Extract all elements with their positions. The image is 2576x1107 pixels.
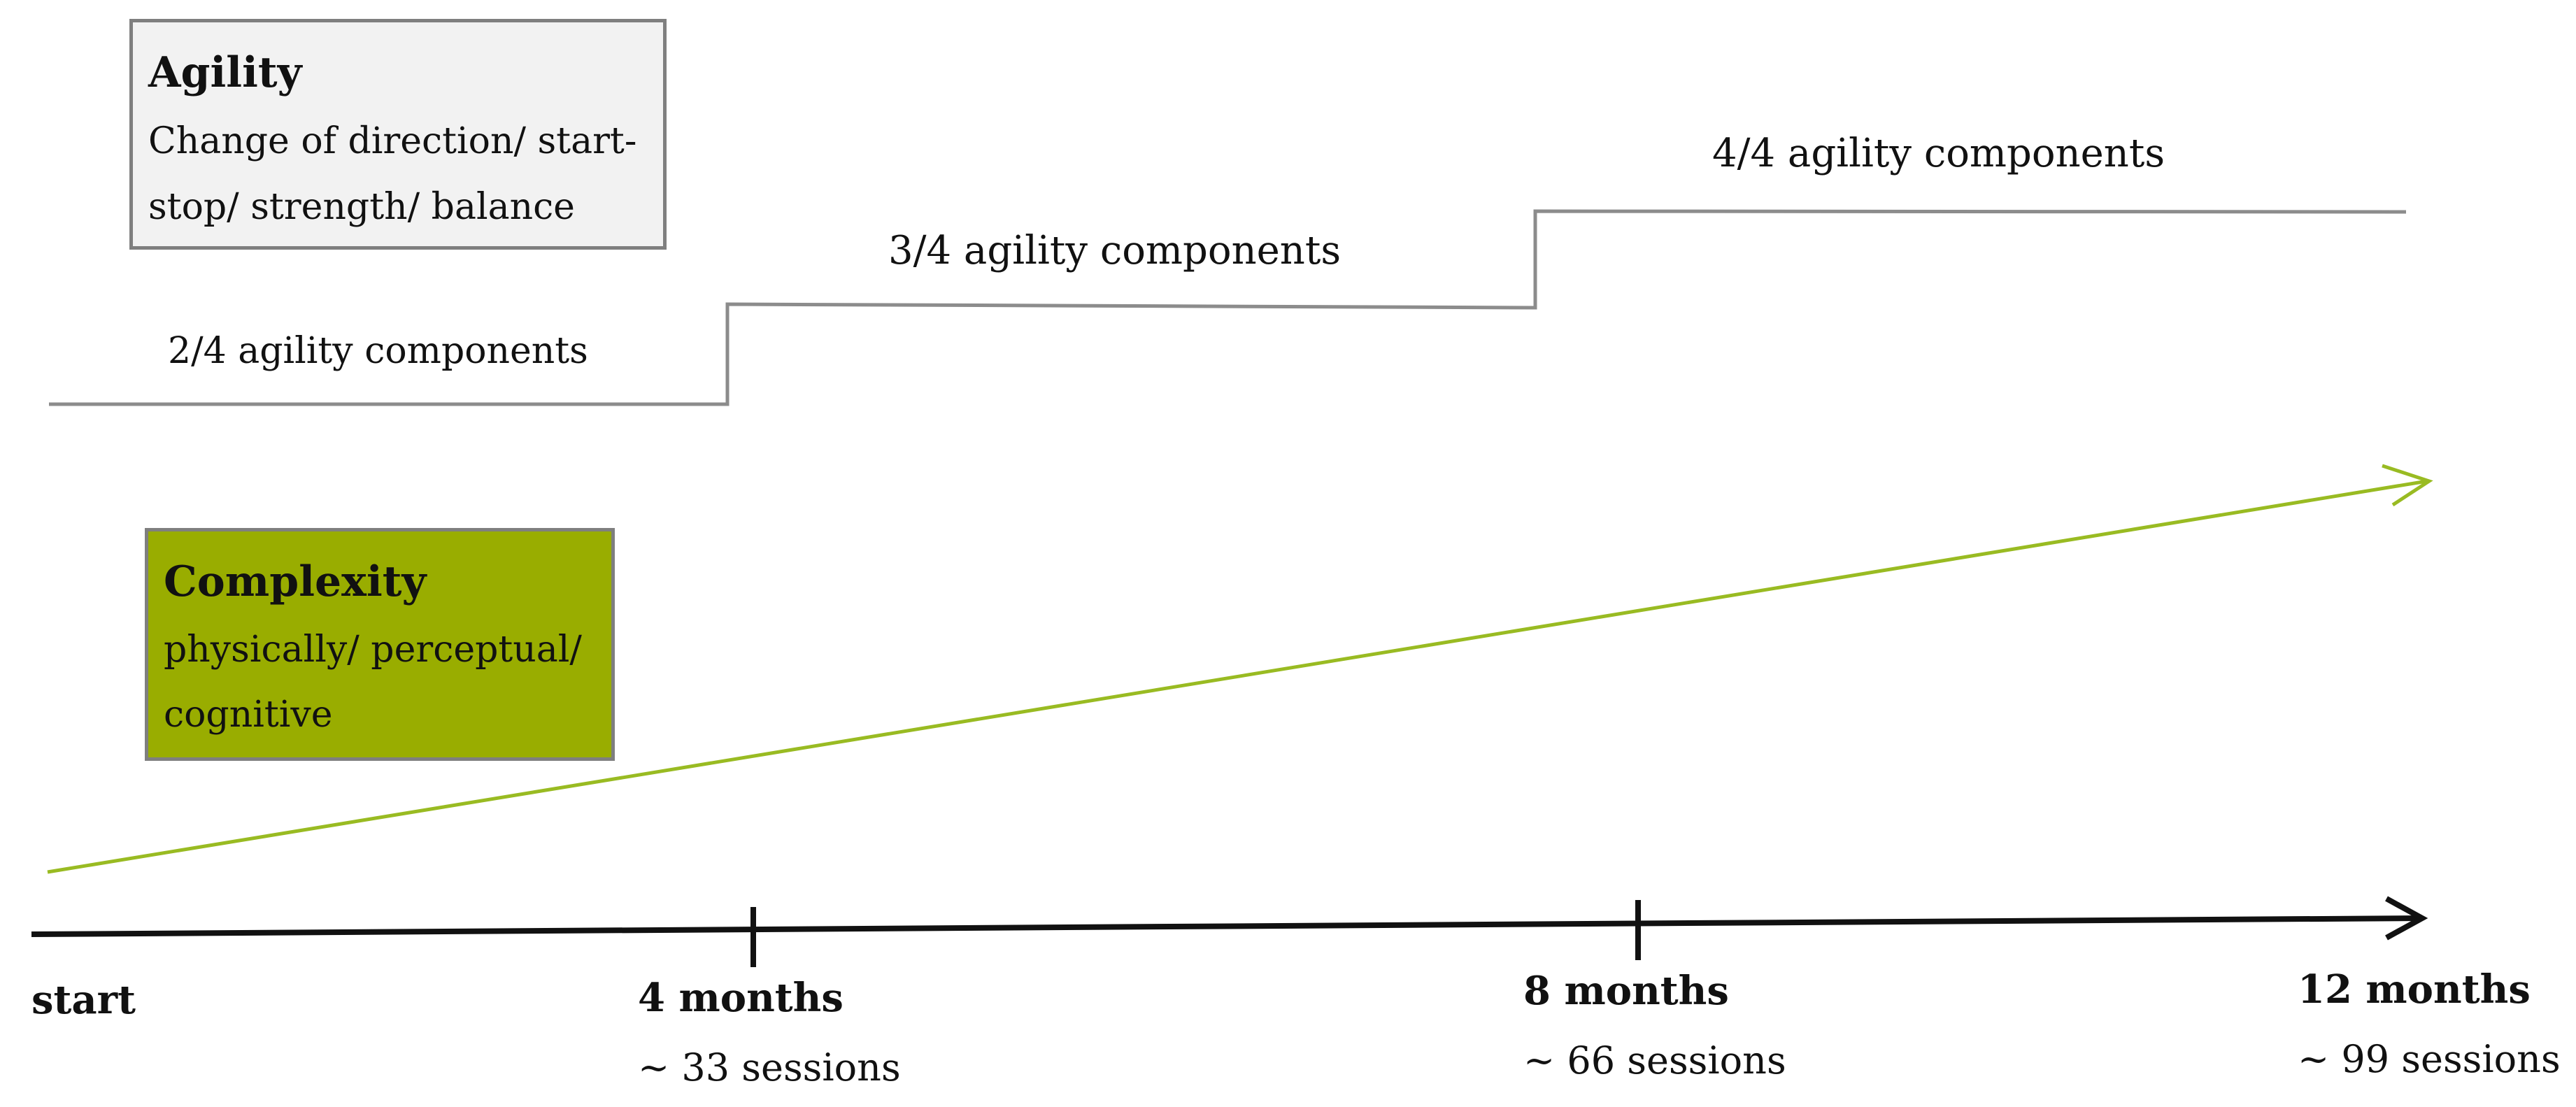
milestone-8-months-sessions: ~ 66 sessions [1523, 1038, 1786, 1083]
timeline-start-label: start [31, 977, 136, 1023]
milestone-12-months-label: 12 months [2298, 966, 2531, 1013]
milestone-4-months-sessions: ~ 33 sessions [638, 1045, 901, 1090]
complexity-title: Complexity [164, 557, 427, 606]
complexity-arrow-line [47, 479, 2428, 874]
agility-step-line [49, 209, 2407, 406]
agility-description-line-1: Change of direction/ start- [148, 120, 637, 162]
timeline-arrow-head [2385, 896, 2428, 941]
agility-title: Agility [148, 48, 302, 97]
step-label-3-of-4: 3/4 agility components [888, 228, 1342, 273]
step-label-2-of-4: 2/4 agility components [168, 330, 588, 372]
complexity-description-line-1: physically/ perceptual/ [164, 629, 582, 671]
agility-description-line-2: stop/ strength/ balance [148, 186, 575, 228]
milestone-8-months-label: 8 months [1523, 968, 1729, 1014]
step-label-4-of-4: 4/4 agility components [1712, 131, 2165, 176]
agility-box: Agility Change of direction/ start- stop… [129, 19, 667, 250]
milestone-12-months-sessions: ~ 99 sessions [2298, 1037, 2561, 1081]
timeline-axis [31, 915, 2421, 937]
complexity-box: Complexity physically/ perceptual/ cogni… [145, 528, 615, 761]
complexity-arrow-head [2382, 464, 2433, 507]
complexity-description-line-2: cognitive [164, 694, 333, 736]
milestone-4-months-label: 4 months [638, 975, 844, 1021]
